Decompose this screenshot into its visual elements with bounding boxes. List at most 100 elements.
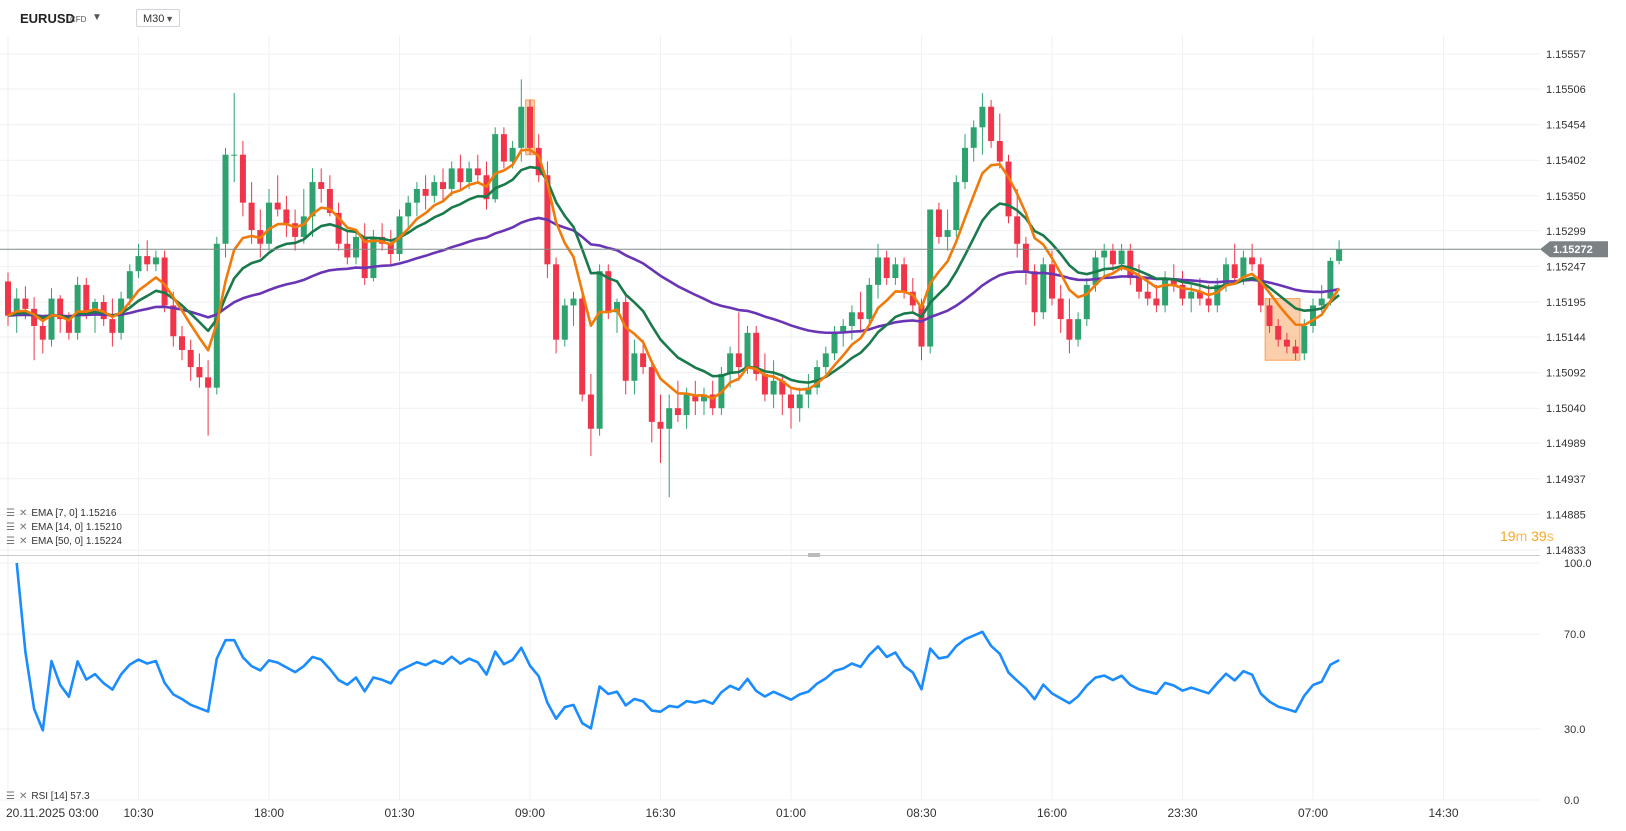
candle-body xyxy=(92,302,98,313)
candle-body xyxy=(170,305,177,337)
indicator-label: EMA [50, 0] 1.15224 xyxy=(31,536,122,547)
candle-body xyxy=(840,325,847,333)
time-tick-label: 20.11.2025 03:00 xyxy=(6,806,99,820)
candle-body xyxy=(179,336,185,350)
ema14-line xyxy=(7,165,1340,384)
indicator-legend-ema50[interactable]: ☰ ✕ EMA [50, 0] 1.15224 xyxy=(6,536,122,547)
candle-body xyxy=(466,168,473,183)
close-icon[interactable]: ✕ xyxy=(18,508,28,519)
time-tick-label: 23:30 xyxy=(1167,806,1197,820)
candle-body xyxy=(553,264,560,340)
settings-icon[interactable]: ☰ xyxy=(6,791,15,802)
price-tick-label: 1.15247 xyxy=(1546,261,1586,273)
candle-body xyxy=(1170,278,1177,285)
candle-body xyxy=(605,271,612,313)
candle-body xyxy=(875,257,881,285)
candle-body xyxy=(239,154,246,203)
candle-body xyxy=(1318,298,1325,306)
close-icon[interactable]: ✕ xyxy=(18,522,28,533)
settings-icon[interactable]: ☰ xyxy=(6,522,15,533)
candle-body xyxy=(631,353,638,381)
symbol-dropdown-icon[interactable]: ▼ xyxy=(92,12,102,23)
candle-body xyxy=(1249,257,1256,265)
candle-body xyxy=(405,202,412,217)
time-tick-label: 16:00 xyxy=(1037,806,1067,820)
candle-body xyxy=(1196,291,1203,299)
price-tick-label: 1.14885 xyxy=(1546,509,1586,521)
candle-body xyxy=(1144,291,1151,299)
candle-body xyxy=(326,188,333,213)
candle-body xyxy=(909,291,916,306)
candle-body xyxy=(196,367,203,378)
candle-body xyxy=(614,302,620,313)
timeframe-label: M30 xyxy=(143,13,165,25)
candle-body xyxy=(152,257,159,265)
price-tick-label: 1.15144 xyxy=(1546,332,1586,344)
candlesticks xyxy=(5,79,1343,498)
candle-body xyxy=(187,349,194,368)
candle-body xyxy=(1327,260,1334,299)
settings-icon[interactable]: ☰ xyxy=(6,508,15,519)
candle-body xyxy=(144,256,151,265)
symbol-name[interactable]: EURUSD xyxy=(20,11,75,26)
current-price-label: 1.15272 xyxy=(1553,244,1593,256)
indicator-label: EMA [14, 0] 1.15210 xyxy=(31,522,122,533)
candle-body xyxy=(1292,346,1299,354)
candle-body xyxy=(596,271,603,429)
price-tick-label: 1.15402 xyxy=(1546,155,1586,167)
price-tick-label: 1.15506 xyxy=(1546,84,1586,96)
time-tick-label: 16:30 xyxy=(645,806,675,820)
pane-resize-handle[interactable] xyxy=(808,553,820,557)
price-tick-label: 1.15299 xyxy=(1546,226,1586,238)
indicator-legend-ema7[interactable]: ☰ ✕ EMA [7, 0] 1.15216 xyxy=(6,508,116,519)
timeframe-select[interactable]: M30 ▼ xyxy=(136,9,180,27)
ema50-line xyxy=(7,216,1340,335)
candle-body xyxy=(1283,339,1290,347)
current-price-tag xyxy=(1540,241,1608,258)
candle-body xyxy=(353,236,359,258)
candle-body xyxy=(1049,264,1055,299)
candle-body xyxy=(1266,305,1273,326)
candle-body xyxy=(535,147,542,176)
candle-body xyxy=(527,106,533,148)
candle-body xyxy=(1214,284,1221,306)
candle-body xyxy=(744,332,751,368)
candle-body xyxy=(962,147,968,183)
candle-body xyxy=(640,353,647,368)
candle-body xyxy=(683,394,690,416)
candle-body xyxy=(248,202,255,231)
candle-body xyxy=(814,367,821,388)
settings-icon[interactable]: ☰ xyxy=(6,536,15,547)
indicator-legend-rsi[interactable]: ☰ ✕ RSI [14] 57.3 xyxy=(6,791,90,802)
indicator-label: RSI [14] 57.3 xyxy=(31,791,90,802)
candle-body xyxy=(492,134,499,200)
candle-body xyxy=(866,284,873,320)
candle-body xyxy=(1118,250,1125,265)
candle-body xyxy=(935,209,942,237)
candle-body xyxy=(770,380,777,395)
candle-body xyxy=(457,168,464,183)
candle-body xyxy=(1257,264,1264,306)
candle-body xyxy=(361,236,368,279)
candle-body xyxy=(1188,291,1195,299)
time-tick-label: 14:30 xyxy=(1428,806,1458,820)
candle-body xyxy=(1205,298,1212,306)
candle-body xyxy=(701,394,707,402)
candle-body xyxy=(1231,264,1238,279)
candle-body xyxy=(109,319,116,333)
candle-body xyxy=(135,256,142,272)
close-icon[interactable]: ✕ xyxy=(18,536,28,547)
candle-body xyxy=(927,209,934,347)
candle-body xyxy=(74,284,81,333)
close-icon[interactable]: ✕ xyxy=(18,791,28,802)
instrument-type: CFD xyxy=(70,15,87,24)
indicator-legend-ema14[interactable]: ☰ ✕ EMA [14, 0] 1.15210 xyxy=(6,522,122,533)
price-tick-label: 1.15195 xyxy=(1546,297,1586,309)
candle-body xyxy=(666,408,673,429)
candle-body xyxy=(1162,278,1169,306)
candle-body xyxy=(396,216,403,255)
candle-body xyxy=(126,271,133,299)
candle-body xyxy=(970,127,977,148)
candle-body xyxy=(1066,319,1073,340)
